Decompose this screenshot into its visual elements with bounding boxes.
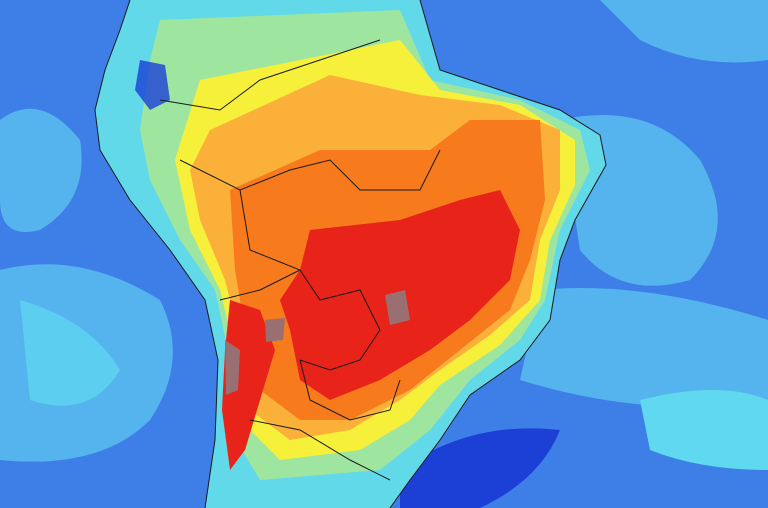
- country-borders: [94, 0, 607, 508]
- continent: [95, 0, 606, 508]
